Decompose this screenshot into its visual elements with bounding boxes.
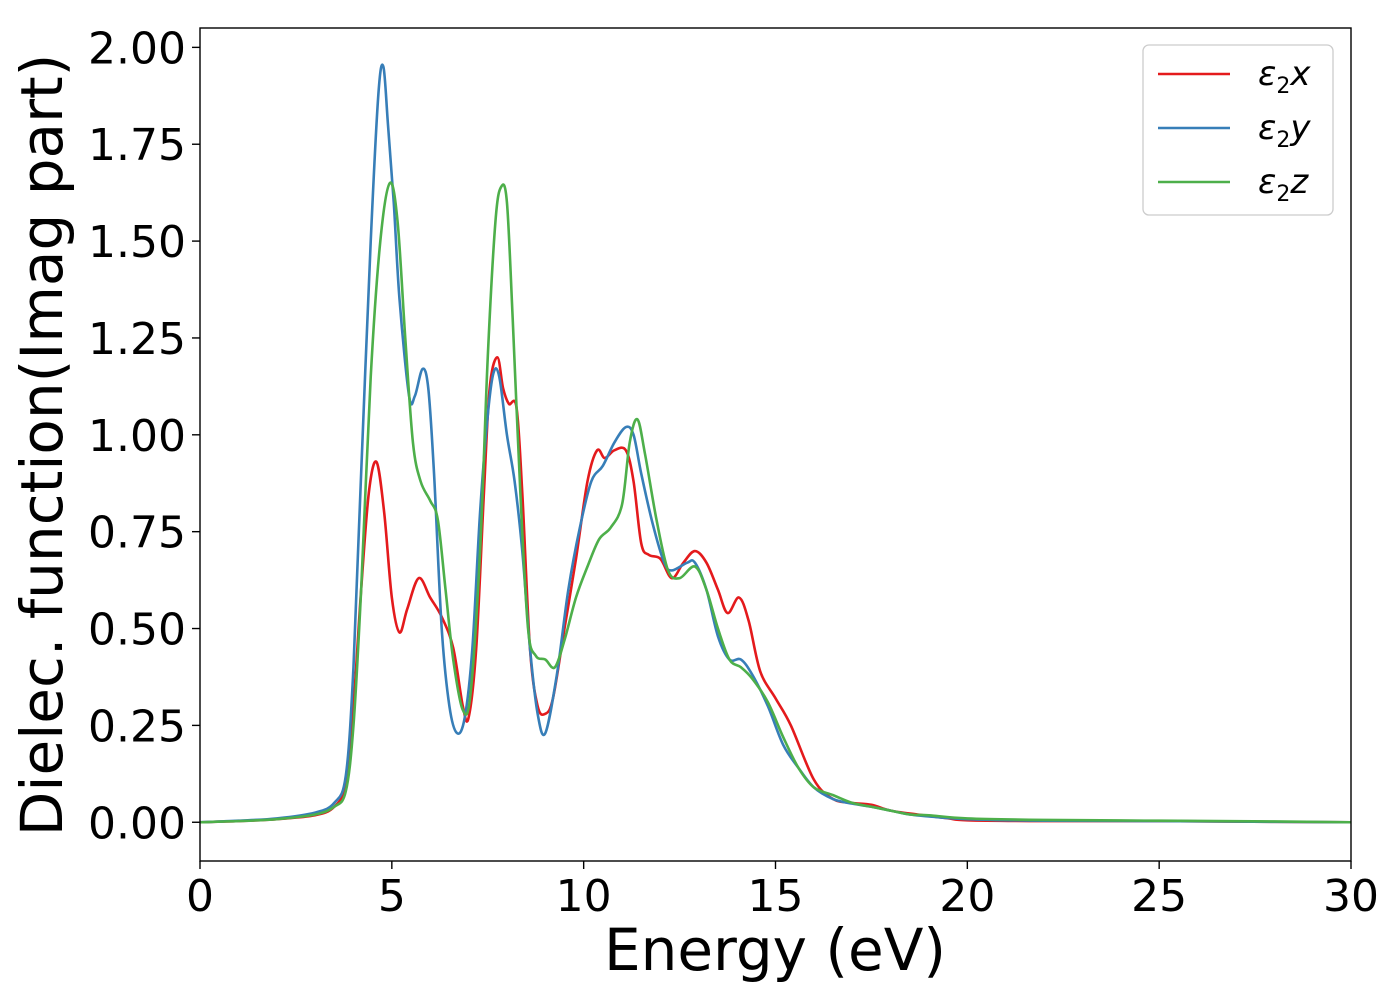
x-axis-label: Energy (eV)	[604, 916, 946, 984]
legend-label-y: ε2y	[1258, 108, 1311, 153]
legend-box	[1142, 44, 1334, 216]
legend-label-x: ε2x	[1258, 54, 1311, 99]
y-tick-label: 0.25	[88, 701, 186, 752]
y-tick-label: 0.50	[88, 605, 186, 656]
y-tick-label: 0.75	[88, 508, 186, 559]
x-tick-label: 10	[556, 871, 612, 922]
series-line-x	[199, 356, 1352, 824]
y-tick-label: 1.00	[88, 411, 186, 462]
x-tick-label: 5	[378, 871, 406, 922]
series-layer	[199, 63, 1352, 824]
x-tick-label: 20	[939, 871, 995, 922]
y-tick-label: 1.50	[88, 217, 186, 268]
y-tick-label: 1.75	[88, 120, 186, 171]
x-tick-label: 30	[1323, 871, 1379, 922]
y-axis-label: Dielec. function(Imag part)	[8, 54, 76, 837]
series-line-z	[199, 181, 1352, 824]
x-tick-label: 15	[748, 871, 804, 922]
legend-label-z: ε2z	[1258, 162, 1309, 207]
ticks-layer: 0 5 10 15 20 25 30 0.00 0.25 0.50 0.75 1.00 1.25 1.50…	[88, 23, 1379, 922]
x-tick-label: 0	[186, 871, 214, 922]
y-tick-label: 2.00	[88, 23, 186, 74]
y-tick-label: 1.25	[88, 314, 186, 365]
x-tick-label: 25	[1131, 871, 1187, 922]
legend: ε2x ε2y ε2z	[1142, 44, 1334, 216]
y-tick-label: 0.00	[88, 798, 186, 849]
